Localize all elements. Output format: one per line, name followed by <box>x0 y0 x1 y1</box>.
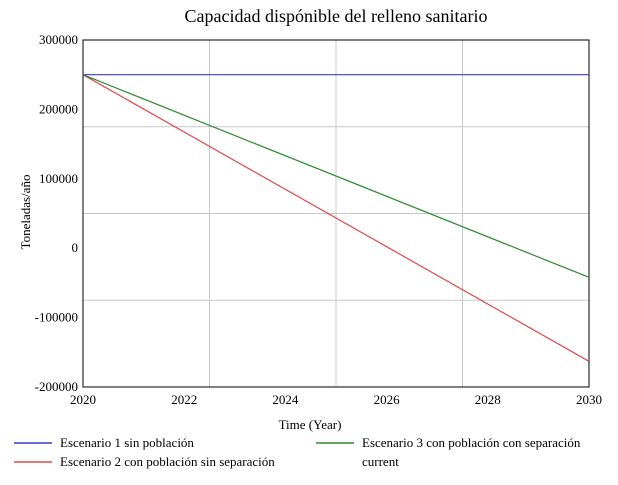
x-tick-labels: 2020 2022 2024 2026 2028 2030 <box>70 392 602 407</box>
x-tick-label: 2022 <box>171 392 197 407</box>
x-tick-label: 2028 <box>475 392 501 407</box>
x-tick-label: 2024 <box>272 392 299 407</box>
y-tick-label: -100000 <box>35 310 78 325</box>
x-tick-label: 2026 <box>374 392 401 407</box>
series-lines <box>82 74 590 362</box>
x-axis-label: Time (Year) <box>279 417 342 432</box>
y-tick-labels: 300000 200000 100000 0 -100000 -200000 <box>35 32 78 394</box>
plot-frame <box>82 39 590 388</box>
legend-label: Escenario 2 con población sin separación <box>60 454 275 469</box>
y-tick-label: 200000 <box>39 101 78 116</box>
legend: Escenario 1 sin población Escenario 2 con… <box>14 435 581 469</box>
x-tick-label: 2030 <box>576 392 602 407</box>
x-tick-label: 2020 <box>70 392 96 407</box>
y-tick-label: -200000 <box>35 379 78 394</box>
legend-label-continued: current <box>362 454 399 469</box>
legend-label: Escenario 1 sin población <box>60 435 194 450</box>
y-tick-label: 100000 <box>39 171 78 186</box>
chart-title: Capacidad dispónible del relleno sanitar… <box>185 6 488 26</box>
series-line-2 <box>82 74 590 362</box>
legend-label: Escenario 3 con población con separación <box>362 435 581 450</box>
y-axis-label: Toneladas/año <box>18 175 33 250</box>
y-tick-label: 300000 <box>39 32 78 47</box>
series-line-3 <box>82 74 590 278</box>
y-tick-label: 0 <box>72 240 79 255</box>
grid <box>82 39 590 388</box>
